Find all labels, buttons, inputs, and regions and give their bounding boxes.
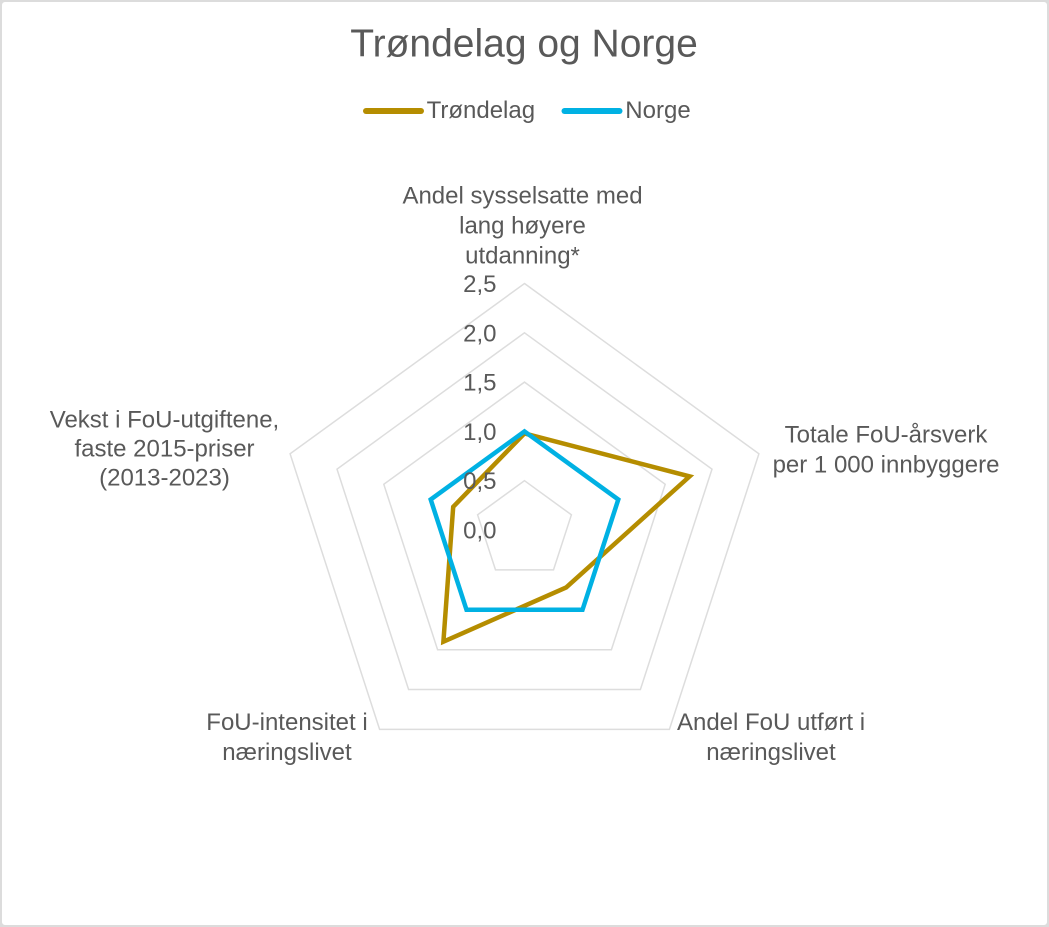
svg-text:0,0: 0,0 <box>463 518 496 545</box>
svg-text:2,5: 2,5 <box>463 271 496 298</box>
svg-text:2,0: 2,0 <box>463 320 496 347</box>
svg-text:faste 2015-priser: faste 2015-priser <box>74 436 254 463</box>
svg-text:lang høyere: lang høyere <box>459 213 586 240</box>
svg-text:0,5: 0,5 <box>463 468 496 495</box>
svg-text:utdanning*: utdanning* <box>465 243 580 270</box>
svg-text:Totale FoU-årsverk: Totale FoU-årsverk <box>785 422 989 449</box>
svg-text:1,5: 1,5 <box>463 370 496 397</box>
svg-text:Trøndelag: Trøndelag <box>427 97 535 124</box>
svg-text:næringslivet: næringslivet <box>706 739 836 766</box>
svg-text:Andel sysselsatte med: Andel sysselsatte med <box>402 183 642 210</box>
svg-text:FoU-intensitet i: FoU-intensitet i <box>206 709 367 736</box>
svg-text:(2013-2023): (2013-2023) <box>99 465 230 492</box>
svg-text:næringslivet: næringslivet <box>222 739 352 766</box>
svg-text:1,0: 1,0 <box>463 419 496 446</box>
svg-text:Trøndelag og Norge: Trøndelag og Norge <box>350 23 698 66</box>
svg-text:per 1 000 innbyggere: per 1 000 innbyggere <box>773 452 1000 479</box>
svg-text:Andel FoU utført i: Andel FoU utført i <box>677 709 865 736</box>
svg-text:Norge: Norge <box>625 97 690 124</box>
svg-text:Vekst i FoU-utgiftene,: Vekst i FoU-utgiftene, <box>50 407 279 434</box>
